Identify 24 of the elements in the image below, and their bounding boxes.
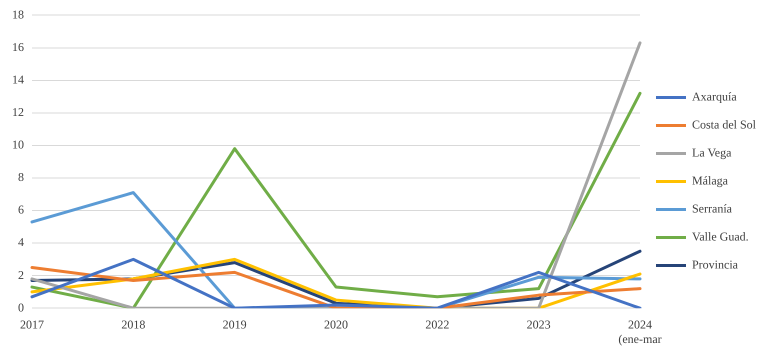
x-tick-label: 2018 [121,318,146,332]
legend-label: Costa del Sol [692,118,757,132]
legend-label: Provincia [692,258,739,272]
legend-label: Axarquía [692,90,738,104]
legend-label: Málaga [692,174,729,188]
y-tick-label: 2 [18,268,24,282]
y-tick-label: 18 [12,7,24,22]
y-tick-label: 6 [18,202,24,217]
x-tick-label: 2022 [425,318,450,332]
legend-label: La Vega [692,146,732,160]
x-tick-label: 2019 [222,318,247,332]
y-tick-label: 16 [12,40,24,54]
y-tick-label: 14 [12,72,24,86]
y-tick-label: 10 [12,138,24,152]
x-tick-label: 2024 (ene-mar [618,318,662,346]
x-tick-label: 2023 [526,318,551,332]
y-tick-label: 0 [18,300,24,314]
x-tick-label: 2020 [324,318,348,332]
y-tick-label: 4 [18,235,24,250]
y-tick-label: 12 [12,105,24,120]
legend-label: Serranía [692,202,733,216]
x-tick-label: 2017 [20,318,44,332]
legend-label: Valle Guad. [692,230,749,244]
y-tick-label: 8 [18,170,24,184]
